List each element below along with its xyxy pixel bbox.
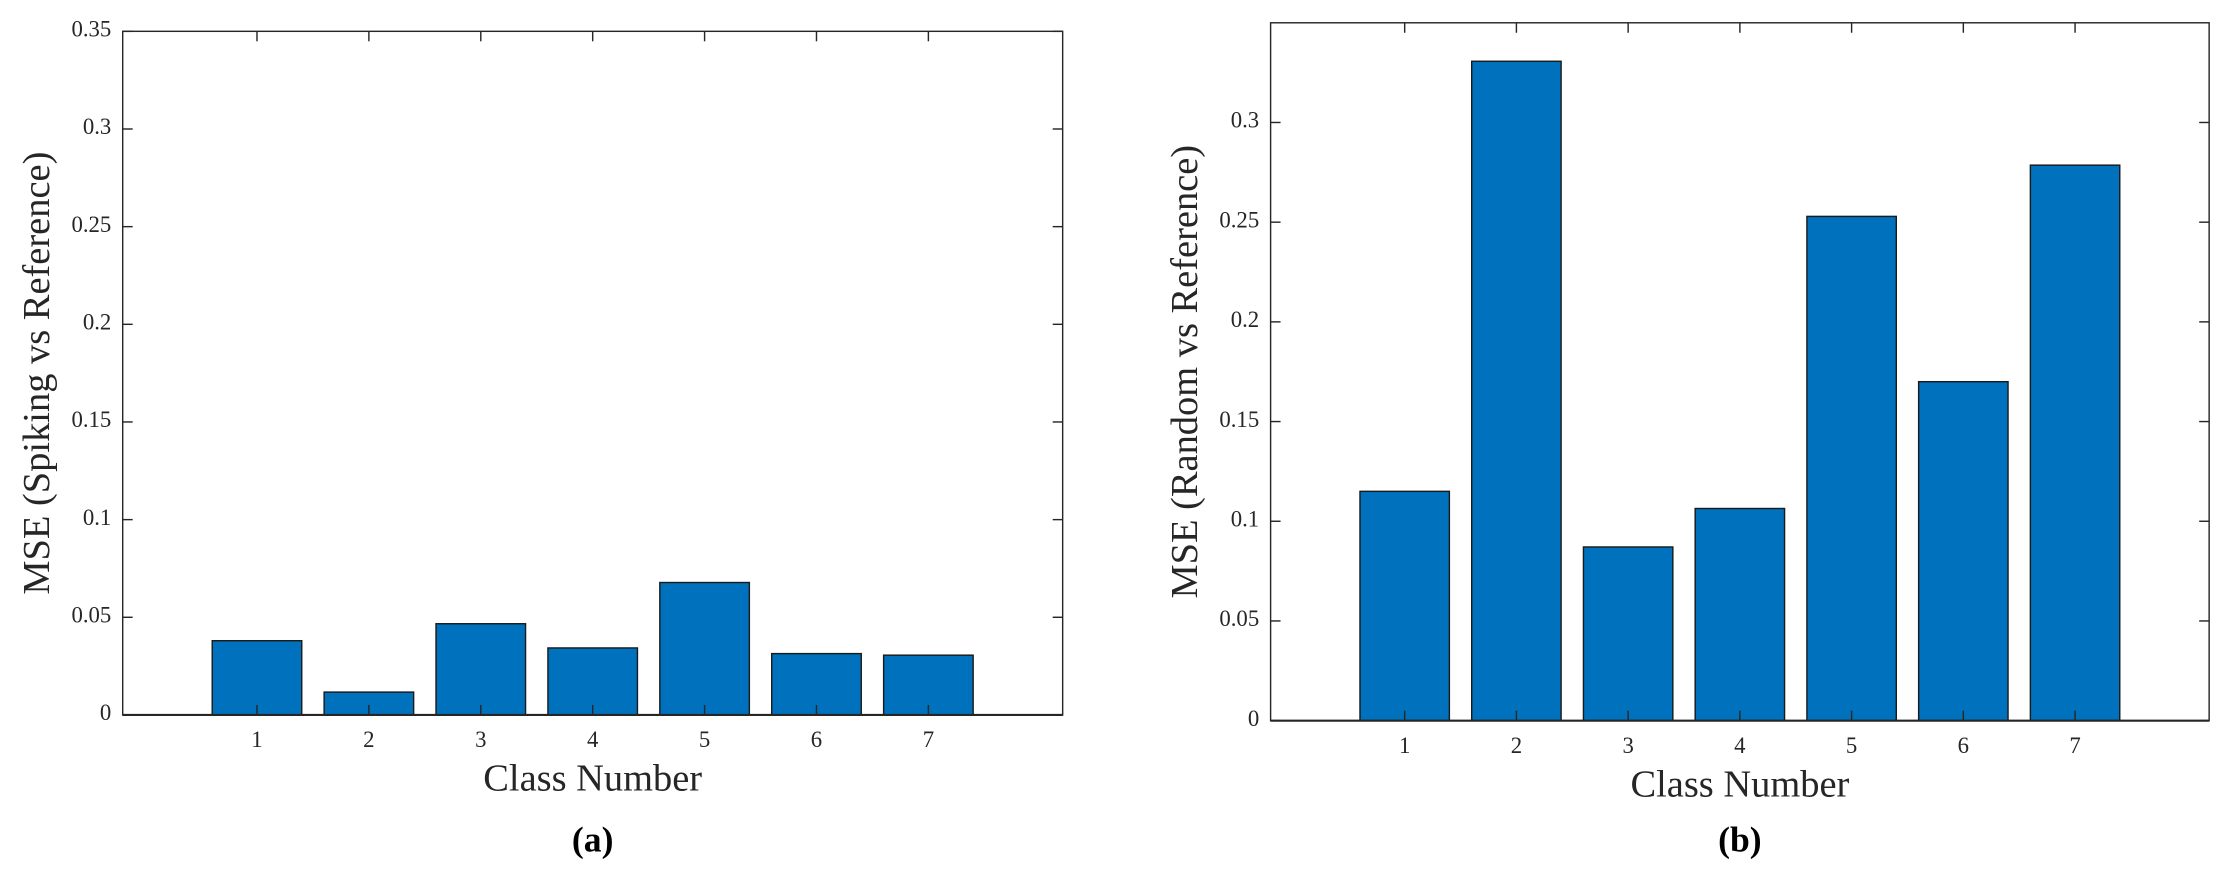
y-tick-label: 0.35 <box>71 17 111 42</box>
y-tick-label: 0.25 <box>1219 207 1259 232</box>
y-tick-label: 0.05 <box>71 603 111 628</box>
bar <box>211 640 303 716</box>
x-axis-label: Class Number <box>483 758 702 800</box>
y-tick-label: 0.2 <box>1231 307 1259 332</box>
chart-panel: 0 0.05 0.1 0.15 0.2 0.25 0.3 0.35 1 2 3 4 5 6 7 Class N… <box>16 17 1064 859</box>
x-tick-label: 5 <box>699 727 710 752</box>
y-tick-label: 0.15 <box>1219 407 1259 432</box>
x-tick-label: 5 <box>1846 733 1857 758</box>
bar <box>1806 215 1898 722</box>
y-tick-label: 0.15 <box>71 407 111 432</box>
panel-caption: (a) <box>572 819 614 859</box>
x-tick-label: 1 <box>1399 733 1410 758</box>
y-tick-label: 0.1 <box>1231 506 1259 531</box>
y-axis-label: MSE (Spiking vs Reference) <box>16 152 58 595</box>
y-tick-label: 0.3 <box>83 114 111 139</box>
plot-frame <box>121 30 1064 716</box>
bar <box>1582 546 1674 722</box>
y-tick-label: 0 <box>100 700 111 725</box>
y-tick-label: 0.3 <box>1231 108 1259 133</box>
x-tick-label: 4 <box>1734 733 1746 758</box>
bar <box>1359 490 1451 722</box>
bar <box>1694 507 1786 722</box>
bar <box>1471 60 1562 722</box>
bar <box>771 652 862 716</box>
x-tick-label: 2 <box>363 727 374 752</box>
y-tick-label: 0.25 <box>71 212 111 237</box>
x-tick-label: 3 <box>1622 733 1633 758</box>
y-axis-label: MSE (Random vs Reference) <box>1164 145 1206 599</box>
bar <box>2029 164 2121 722</box>
x-tick-label: 4 <box>587 727 599 752</box>
y-tick-label: 0.1 <box>83 505 111 530</box>
x-tick-label: 3 <box>475 727 486 752</box>
x-axis-label: Class Number <box>1630 763 1849 805</box>
bar <box>659 581 751 716</box>
y-tick-label: 0.2 <box>83 310 111 335</box>
chart-panel: 0 0.05 0.1 0.15 0.2 0.25 0.3 1 2 3 4 5 6 7 Class Numbe… <box>1164 22 2210 859</box>
panel-caption: (b) <box>1718 819 1762 859</box>
x-tick-label: 6 <box>811 727 822 752</box>
y-tick-label: 0 <box>1248 706 1259 731</box>
bar <box>1917 380 2009 722</box>
bar <box>435 623 527 716</box>
x-tick-label: 7 <box>923 727 934 752</box>
x-tick-label: 7 <box>2069 733 2080 758</box>
y-tick-label: 0.05 <box>1219 606 1259 631</box>
x-tick-label: 1 <box>251 727 262 752</box>
x-tick-label: 2 <box>1511 733 1522 758</box>
x-tick-label: 6 <box>1958 733 1969 758</box>
bar <box>547 647 639 716</box>
